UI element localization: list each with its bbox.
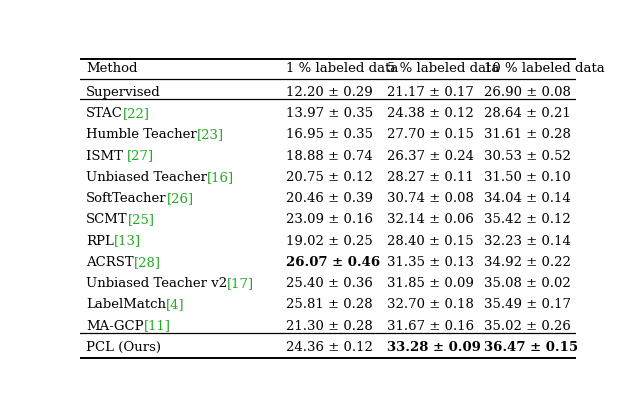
- Text: [11]: [11]: [143, 319, 171, 332]
- Text: 31.85 ± 0.09: 31.85 ± 0.09: [387, 276, 474, 289]
- Text: 31.35 ± 0.13: 31.35 ± 0.13: [387, 255, 474, 268]
- Text: PCL (Ours): PCL (Ours): [86, 340, 161, 353]
- Text: RPL: RPL: [86, 234, 114, 247]
- Text: SCMT: SCMT: [86, 213, 127, 226]
- Text: 34.92 ± 0.22: 34.92 ± 0.22: [484, 255, 571, 268]
- Text: 16.95 ± 0.35: 16.95 ± 0.35: [286, 128, 373, 141]
- Text: Unbiased Teacher: Unbiased Teacher: [86, 171, 207, 183]
- Text: 25.81 ± 0.28: 25.81 ± 0.28: [286, 298, 372, 311]
- Text: 36.47 ± 0.15: 36.47 ± 0.15: [484, 340, 579, 353]
- Text: 31.61 ± 0.28: 31.61 ± 0.28: [484, 128, 571, 141]
- Text: 30.74 ± 0.08: 30.74 ± 0.08: [387, 192, 474, 205]
- Text: Unbiased Teacher v2: Unbiased Teacher v2: [86, 276, 227, 289]
- Text: [17]: [17]: [227, 276, 254, 289]
- Text: 13.97 ± 0.35: 13.97 ± 0.35: [286, 107, 373, 120]
- Text: 35.49 ± 0.17: 35.49 ± 0.17: [484, 298, 572, 311]
- Text: 24.38 ± 0.12: 24.38 ± 0.12: [387, 107, 473, 120]
- Text: [25]: [25]: [127, 213, 155, 226]
- Text: STAC: STAC: [86, 107, 123, 120]
- Text: [4]: [4]: [166, 298, 184, 311]
- Text: 26.07 ± 0.46: 26.07 ± 0.46: [286, 255, 380, 268]
- Text: [13]: [13]: [114, 234, 141, 247]
- Text: 19.02 ± 0.25: 19.02 ± 0.25: [286, 234, 372, 247]
- Text: 21.17 ± 0.17: 21.17 ± 0.17: [387, 85, 474, 98]
- Text: 33.28 ± 0.09: 33.28 ± 0.09: [387, 340, 481, 353]
- Text: Humble Teacher: Humble Teacher: [86, 128, 196, 141]
- Text: 34.04 ± 0.14: 34.04 ± 0.14: [484, 192, 571, 205]
- Text: Supervised: Supervised: [86, 85, 161, 98]
- Text: 20.46 ± 0.39: 20.46 ± 0.39: [286, 192, 373, 205]
- Text: 25.40 ± 0.36: 25.40 ± 0.36: [286, 276, 372, 289]
- Text: LabelMatch: LabelMatch: [86, 298, 166, 311]
- Text: 28.40 ± 0.15: 28.40 ± 0.15: [387, 234, 473, 247]
- Text: ISMT: ISMT: [86, 149, 127, 162]
- Text: SoftTeacher: SoftTeacher: [86, 192, 166, 205]
- Text: 18.88 ± 0.74: 18.88 ± 0.74: [286, 149, 372, 162]
- Text: 26.90 ± 0.08: 26.90 ± 0.08: [484, 85, 571, 98]
- Text: [22]: [22]: [123, 107, 150, 120]
- Text: 31.50 ± 0.10: 31.50 ± 0.10: [484, 171, 571, 183]
- Text: 23.09 ± 0.16: 23.09 ± 0.16: [286, 213, 373, 226]
- Text: [27]: [27]: [127, 149, 154, 162]
- Text: [26]: [26]: [166, 192, 194, 205]
- Text: [16]: [16]: [207, 171, 234, 183]
- Text: 35.42 ± 0.12: 35.42 ± 0.12: [484, 213, 571, 226]
- Text: 31.67 ± 0.16: 31.67 ± 0.16: [387, 319, 474, 332]
- Text: 32.23 ± 0.14: 32.23 ± 0.14: [484, 234, 571, 247]
- Text: 35.08 ± 0.02: 35.08 ± 0.02: [484, 276, 571, 289]
- Text: 5 % labeled data: 5 % labeled data: [387, 62, 499, 75]
- Text: 35.02 ± 0.26: 35.02 ± 0.26: [484, 319, 571, 332]
- Text: 30.53 ± 0.52: 30.53 ± 0.52: [484, 149, 571, 162]
- Text: MA-GCP: MA-GCP: [86, 319, 143, 332]
- Text: 1 % labeled data: 1 % labeled data: [286, 62, 398, 75]
- Text: [23]: [23]: [196, 128, 224, 141]
- Text: [28]: [28]: [134, 255, 161, 268]
- Text: 28.27 ± 0.11: 28.27 ± 0.11: [387, 171, 473, 183]
- Text: 28.64 ± 0.21: 28.64 ± 0.21: [484, 107, 571, 120]
- Text: Method: Method: [86, 62, 138, 75]
- Text: 21.30 ± 0.28: 21.30 ± 0.28: [286, 319, 372, 332]
- Text: 27.70 ± 0.15: 27.70 ± 0.15: [387, 128, 474, 141]
- Text: 26.37 ± 0.24: 26.37 ± 0.24: [387, 149, 474, 162]
- Text: 20.75 ± 0.12: 20.75 ± 0.12: [286, 171, 372, 183]
- Text: 32.70 ± 0.18: 32.70 ± 0.18: [387, 298, 474, 311]
- Text: 12.20 ± 0.29: 12.20 ± 0.29: [286, 85, 372, 98]
- Text: ACRST: ACRST: [86, 255, 134, 268]
- Text: 32.14 ± 0.06: 32.14 ± 0.06: [387, 213, 474, 226]
- Text: 24.36 ± 0.12: 24.36 ± 0.12: [286, 340, 372, 353]
- Text: 10 % labeled data: 10 % labeled data: [484, 62, 605, 75]
